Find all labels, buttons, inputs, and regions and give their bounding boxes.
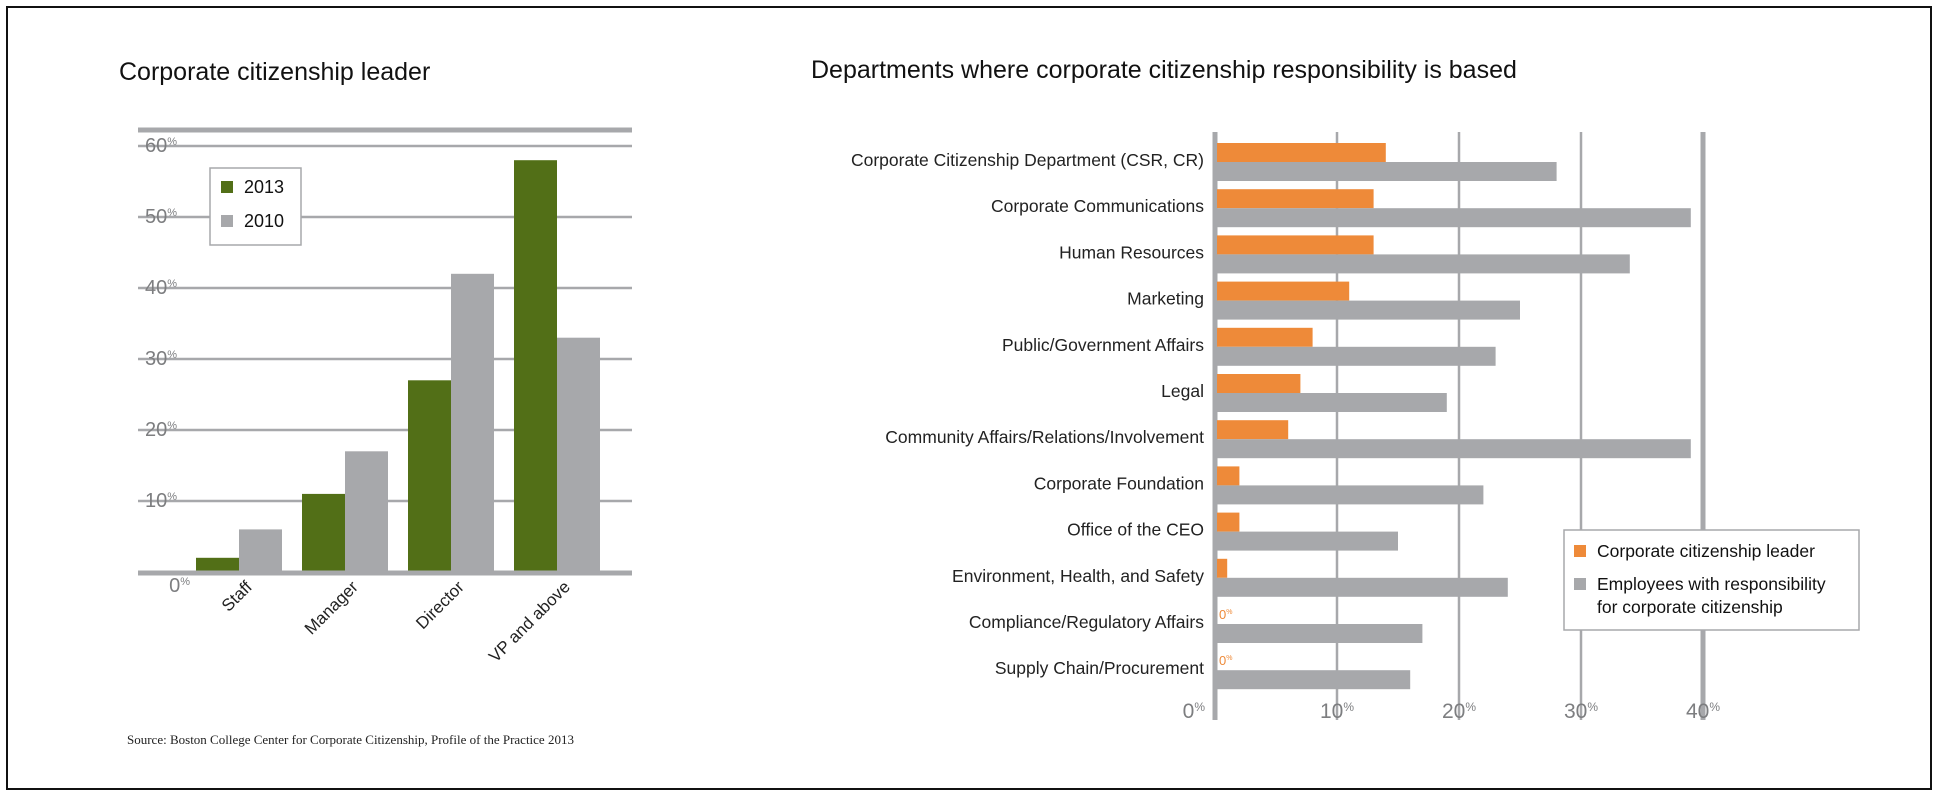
bar-2013-3 [514, 160, 557, 572]
bar-employees-1 [1217, 208, 1691, 228]
bar-employees-6 [1217, 439, 1691, 459]
bar-2013-0 [196, 557, 239, 572]
y-tick-label-20: 20% [145, 419, 177, 441]
figure-frame: Corporate citizenship leader Departments… [6, 6, 1932, 790]
bar-leader-4 [1217, 327, 1313, 347]
x-tick-label-40: 40% [1686, 700, 1720, 723]
category-label-0: Corporate Citizenship Department (CSR, C… [851, 150, 1204, 170]
category-label-10: Compliance/Regulatory Affairs [969, 612, 1204, 632]
bar-employees-9 [1217, 577, 1508, 597]
left-chart-title: Corporate citizenship leader [119, 58, 431, 86]
bar-2013-1 [302, 493, 345, 572]
bar-2010-3 [557, 337, 600, 572]
legend-swatch-2010 [221, 215, 233, 227]
bar-employees-8 [1217, 531, 1398, 551]
legend-label-employees: Employees with responsibility for corpora… [1597, 574, 1826, 617]
bar-2010-1 [345, 451, 388, 572]
y-tick-label-60: 60% [145, 135, 177, 157]
bar-leader-1 [1217, 189, 1374, 209]
category-label-9: Environment, Health, and Safety [952, 566, 1204, 586]
category-label-5: Legal [1161, 381, 1204, 401]
bar-employees-5 [1217, 393, 1447, 412]
legend-label-2013: 2013 [244, 177, 284, 197]
legend-label-2010: 2010 [244, 211, 284, 231]
bar-leader-3 [1217, 281, 1350, 301]
bar-employees-4 [1217, 346, 1496, 366]
bar-leader-5 [1217, 374, 1301, 393]
zero-value-label-10: 0% [1219, 607, 1232, 622]
legend-box [209, 167, 302, 246]
category-label-3: Marketing [1127, 289, 1204, 309]
category-label-1: Corporate Communications [991, 196, 1204, 216]
bar-leader-6 [1217, 420, 1289, 440]
legend-swatch-leader [1574, 545, 1586, 557]
bar-2010-2 [451, 273, 494, 572]
legend-swatch-2013 [221, 181, 233, 193]
zero-value-label-11: 0% [1219, 653, 1232, 668]
y-tick-label-10: 10% [145, 490, 177, 512]
bar-2010-0 [239, 529, 282, 572]
bar-leader-0 [1217, 143, 1386, 162]
y-tick-label-50: 50% [145, 206, 177, 228]
category-label-8: Office of the CEO [1067, 520, 1204, 540]
category-label-2: Human Resources [1059, 242, 1204, 262]
source-note: Source: Boston College Center for Corpor… [127, 732, 574, 747]
x-tick-label-10: 10% [1320, 700, 1354, 723]
bar-employees-7 [1217, 485, 1484, 505]
x-tick-label-0: 0% [1183, 700, 1206, 723]
x-tick-label-30: 30% [1564, 700, 1598, 723]
category-label-11: Supply Chain/Procurement [995, 658, 1204, 678]
category-label-6: Community Affairs/Relations/Involvement [885, 427, 1204, 447]
right-chart-title: Departments where corporate citizenship … [811, 56, 1517, 84]
category-label-7: Corporate Foundation [1034, 473, 1204, 493]
bar-employees-2 [1217, 254, 1630, 274]
bar-2013-2 [408, 380, 451, 572]
legend-swatch-employees [1574, 578, 1586, 590]
y-tick-label-0: 0% [169, 575, 190, 597]
bar-leader-9 [1217, 558, 1228, 578]
bar-employees-10 [1217, 624, 1423, 643]
bar-leader-2 [1217, 235, 1374, 255]
legend-label-leader: Corporate citizenship leader [1597, 541, 1815, 561]
y-tick-label-40: 40% [145, 277, 177, 299]
bar-leader-8 [1217, 512, 1240, 532]
x-tick-label-20: 20% [1442, 700, 1476, 723]
category-label-4: Public/Government Affairs [1002, 335, 1204, 355]
bar-employees-0 [1217, 162, 1557, 181]
y-tick-label-30: 30% [145, 348, 177, 370]
bar-leader-7 [1217, 466, 1240, 486]
legend-box [1563, 529, 1860, 631]
bar-employees-3 [1217, 300, 1520, 320]
bar-employees-11 [1217, 670, 1411, 690]
